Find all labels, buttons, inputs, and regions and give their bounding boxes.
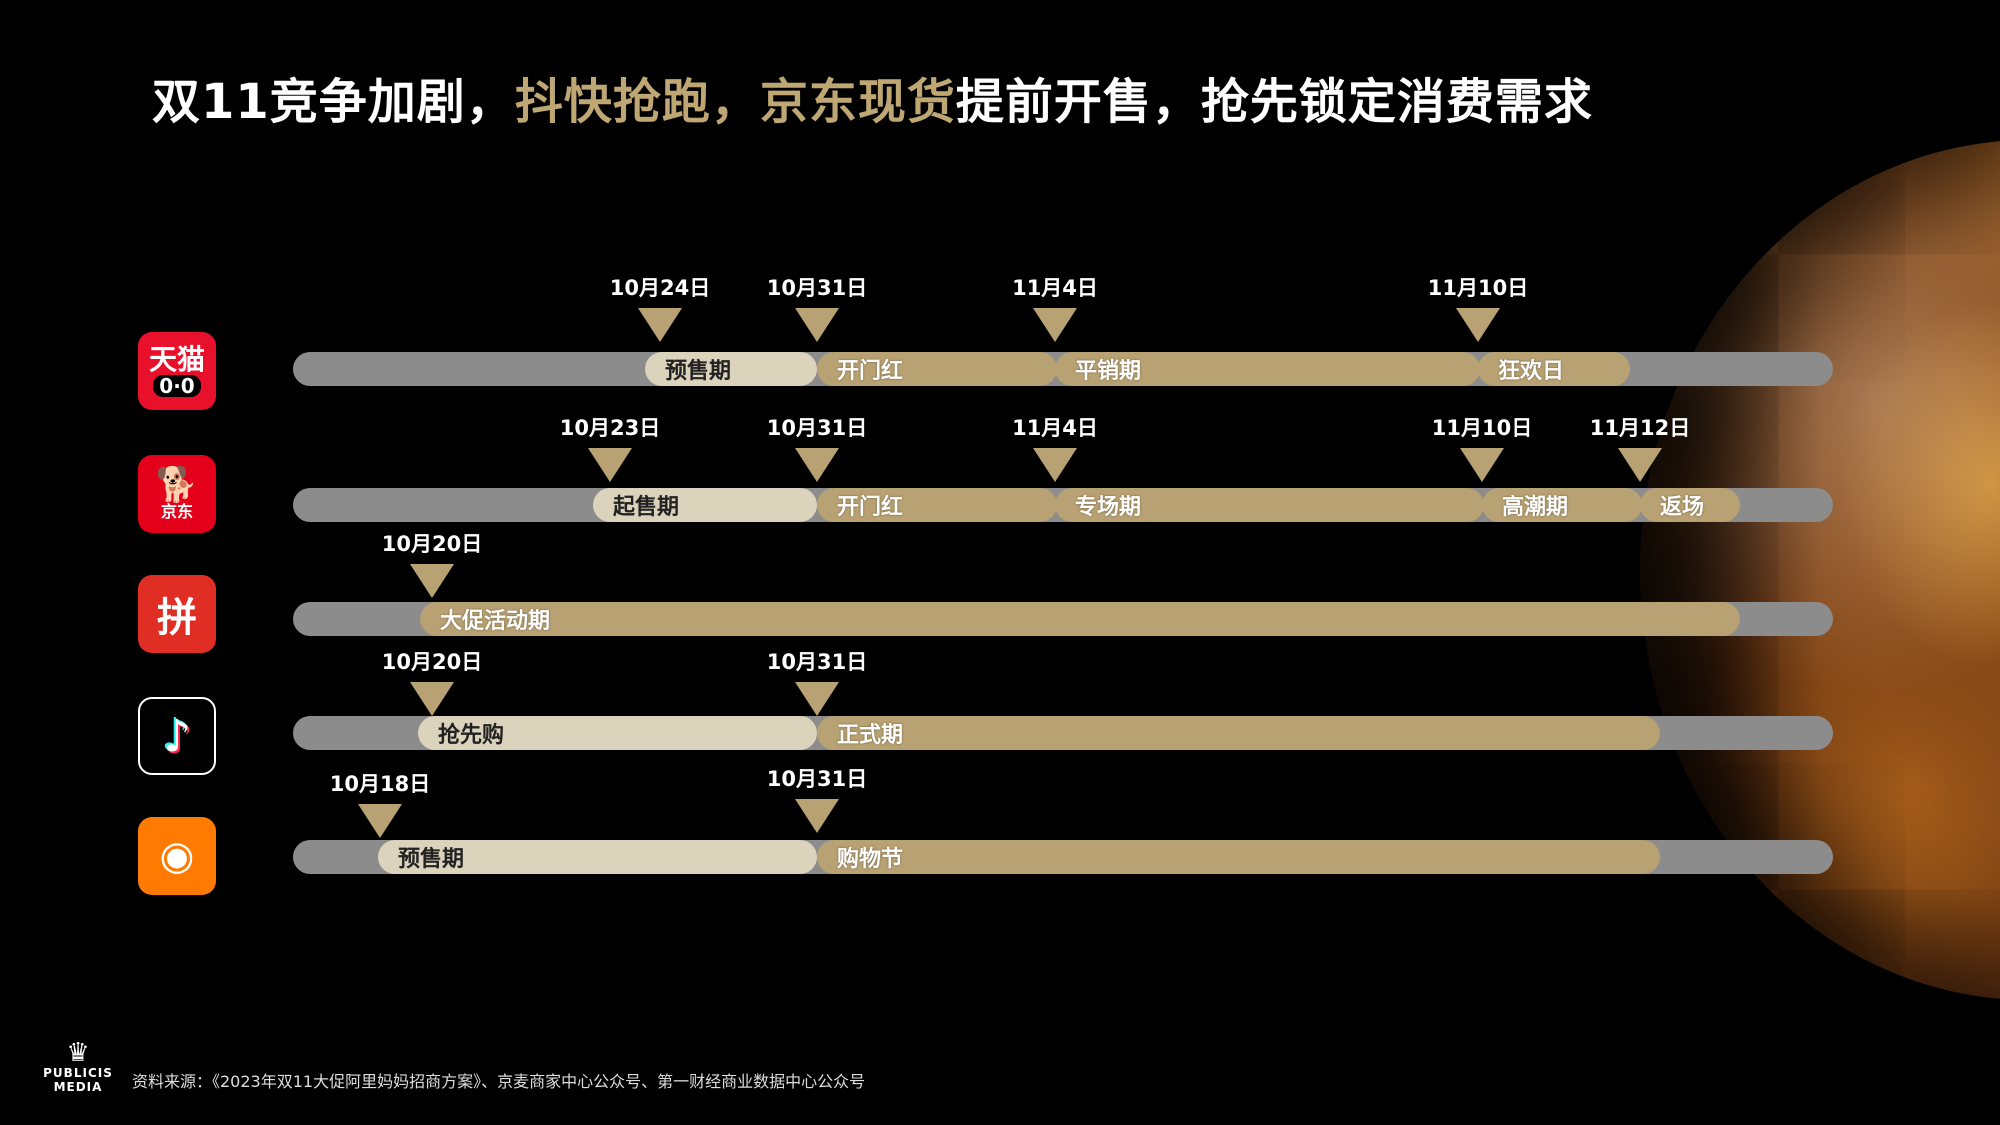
kuaishou-phase-festival-label: 购物节 bbox=[837, 847, 904, 872]
jd-phase-opening: 开门红 bbox=[817, 488, 1057, 522]
tmall-marker-1: 10月24日 bbox=[605, 272, 715, 342]
title-part-3: 提前开售，抢先锁定消费需求 bbox=[955, 74, 1593, 130]
kuaishou-marker-1-date: 10月18日 bbox=[329, 772, 431, 796]
douyin-marker-2-date: 10月31日 bbox=[766, 650, 868, 674]
jd-marker-1-date: 10月23日 bbox=[559, 416, 661, 440]
tmall-phase-presale: 预售期 bbox=[645, 352, 817, 386]
title-part-2: 抖快抢跑，京东现货 bbox=[514, 74, 956, 130]
jd-phase-start: 起售期 bbox=[593, 488, 817, 522]
douyin-phase-main-label: 正式期 bbox=[837, 723, 904, 748]
marker-triangle-icon bbox=[410, 564, 454, 598]
jd-marker-2: 10月31日 bbox=[762, 412, 872, 482]
marker-triangle-icon bbox=[638, 308, 682, 342]
jd-phase-peak: 高潮期 bbox=[1482, 488, 1642, 522]
tmall-marker-1-date: 10月24日 bbox=[609, 276, 711, 300]
pinduoduo-logo: 拼 bbox=[138, 575, 216, 653]
douyin-phase-early-label: 抢先购 bbox=[438, 723, 505, 748]
marker-triangle-icon bbox=[1456, 308, 1500, 342]
marker-triangle-icon bbox=[358, 804, 402, 838]
douyin-note-icon: ♪ bbox=[162, 710, 192, 762]
kuaishou-phase-presale: 预售期 bbox=[378, 840, 817, 874]
douyin-marker-1-date: 10月20日 bbox=[381, 650, 483, 674]
page-title: 双11竞争加剧，抖快抢跑，京东现货提前开售，抢先锁定消费需求 bbox=[152, 62, 1593, 132]
pinduoduo-logo-text: 拼 bbox=[157, 595, 197, 641]
tmall-phase-opening: 开门红 bbox=[817, 352, 1057, 386]
pdd-marker-1: 10月20日 bbox=[377, 528, 487, 598]
brand-line-1: PUBLICIS bbox=[43, 1066, 113, 1080]
douyin-phase-early: 抢先购 bbox=[418, 716, 817, 750]
tmall-marker-2-date: 10月31日 bbox=[766, 276, 868, 300]
tmall-marker-4: 11月10日 bbox=[1423, 272, 1533, 342]
publicis-media-logo: ♛ PUBLICIS MEDIA bbox=[38, 1040, 118, 1094]
source-note: 资料来源：《2023年双11大促阿里妈妈招商方案》、京麦商家中心公众号、第一财经… bbox=[132, 1072, 866, 1091]
jd-marker-4: 11月10日 bbox=[1427, 412, 1537, 482]
pdd-marker-1-date: 10月20日 bbox=[381, 532, 483, 556]
tmall-logo: 天猫 0·0 bbox=[138, 332, 216, 410]
pdd-phase-promo-label: 大促活动期 bbox=[440, 609, 551, 634]
tmall-phase-carnival: 狂欢日 bbox=[1478, 352, 1630, 386]
tmall-logo-face: 0·0 bbox=[153, 375, 201, 397]
marker-triangle-icon bbox=[795, 308, 839, 342]
jd-phase-start-label: 起售期 bbox=[613, 495, 680, 520]
marker-triangle-icon bbox=[1033, 308, 1077, 342]
jd-logo: 🐕 京东 bbox=[138, 455, 216, 533]
douyin-phase-main: 正式期 bbox=[817, 716, 1660, 750]
jd-phase-peak-label: 高潮期 bbox=[1502, 495, 1569, 520]
marker-triangle-icon bbox=[795, 682, 839, 716]
tmall-marker-3-date: 11月4日 bbox=[1012, 276, 1098, 300]
kuaishou-marker-2: 10月31日 bbox=[762, 763, 872, 833]
jd-marker-5-date: 11月12日 bbox=[1589, 416, 1691, 440]
marker-triangle-icon bbox=[1618, 448, 1662, 482]
marker-triangle-icon bbox=[795, 448, 839, 482]
douyin-marker-2: 10月31日 bbox=[762, 646, 872, 716]
douyin-logo: ♪ bbox=[138, 697, 216, 775]
jd-phase-return: 返场 bbox=[1640, 488, 1740, 522]
tmall-marker-4-date: 11月10日 bbox=[1427, 276, 1529, 300]
marker-triangle-icon bbox=[795, 799, 839, 833]
tmall-marker-3: 11月4日 bbox=[1000, 272, 1110, 342]
jd-marker-2-date: 10月31日 bbox=[766, 416, 868, 440]
marker-triangle-icon bbox=[588, 448, 632, 482]
kuaishou-phase-festival: 购物节 bbox=[817, 840, 1660, 874]
kuaishou-marker-2-date: 10月31日 bbox=[766, 767, 868, 791]
jd-phase-special-label: 专场期 bbox=[1075, 495, 1142, 520]
kuaishou-camera-icon: ◉ bbox=[159, 833, 195, 879]
jd-marker-4-date: 11月10日 bbox=[1431, 416, 1533, 440]
tmall-logo-text: 天猫 bbox=[148, 343, 205, 376]
jd-marker-3-date: 11月4日 bbox=[1012, 416, 1098, 440]
jd-marker-5: 11月12日 bbox=[1585, 412, 1695, 482]
jd-phase-return-label: 返场 bbox=[1660, 495, 1705, 520]
lion-crest-icon: ♛ bbox=[66, 1038, 90, 1068]
kuaishou-logo: ◉ bbox=[138, 817, 216, 895]
tmall-phase-carnival-label: 狂欢日 bbox=[1498, 359, 1565, 384]
marker-triangle-icon bbox=[1033, 448, 1077, 482]
tmall-phase-opening-label: 开门红 bbox=[837, 359, 904, 384]
jd-phase-special: 专场期 bbox=[1055, 488, 1484, 522]
tmall-phase-presale-label: 预售期 bbox=[665, 359, 732, 384]
marker-triangle-icon bbox=[410, 682, 454, 716]
douyin-marker-1: 10月20日 bbox=[377, 646, 487, 716]
tmall-phase-regular: 平销期 bbox=[1055, 352, 1480, 386]
jd-phase-opening-label: 开门红 bbox=[837, 495, 904, 520]
title-part-1: 双11竞争加剧， bbox=[152, 74, 515, 130]
kuaishou-marker-1: 10月18日 bbox=[325, 768, 435, 838]
pdd-phase-promo: 大促活动期 bbox=[420, 602, 1740, 636]
kuaishou-phase-presale-label: 预售期 bbox=[398, 847, 465, 872]
tmall-phase-regular-label: 平销期 bbox=[1075, 359, 1142, 384]
marker-triangle-icon bbox=[1460, 448, 1504, 482]
planet-fade bbox=[1520, 100, 1820, 1050]
jd-dog-icon: 🐕 bbox=[155, 465, 199, 505]
jd-marker-3: 11月4日 bbox=[1000, 412, 1110, 482]
brand-line-2: MEDIA bbox=[53, 1080, 103, 1094]
tmall-marker-2: 10月31日 bbox=[762, 272, 872, 342]
jd-marker-1: 10月23日 bbox=[555, 412, 665, 482]
jd-logo-text: 京东 bbox=[160, 502, 193, 521]
